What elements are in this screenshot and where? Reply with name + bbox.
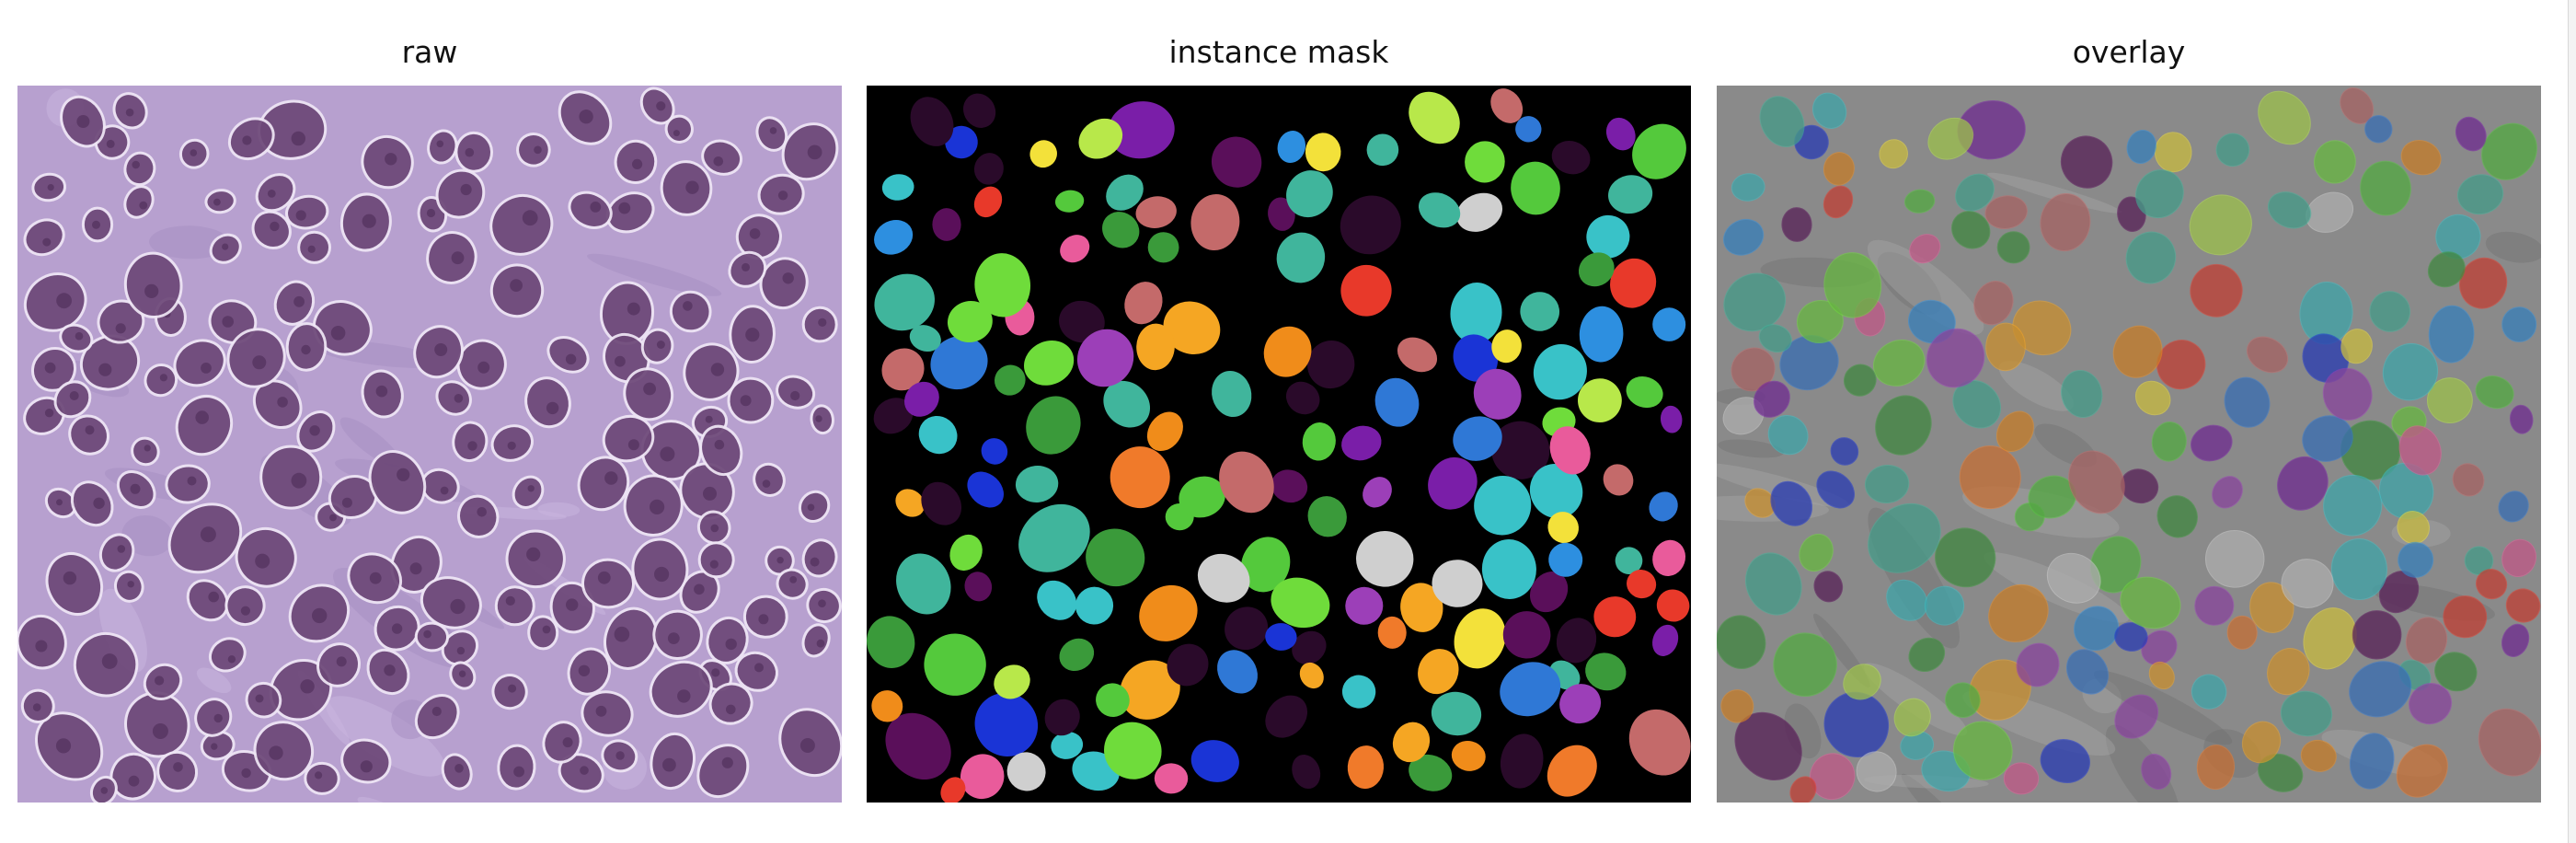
instance-mask-image [867,86,1691,803]
mask-image-canvas [867,86,1691,803]
mask-panel-title: instance mask [1168,34,1389,70]
raw-panel-title: raw [401,34,458,70]
raw-image-canvas [17,86,842,803]
window-scrollbar[interactable] [2568,0,2576,843]
raw-image [17,86,842,803]
overlay-image-canvas [1717,86,2541,803]
overlay-panel: overlay [1717,0,2541,843]
raw-panel: raw [17,0,842,843]
mask-panel: instance mask [867,0,1691,843]
overlay-image [1717,86,2541,803]
overlay-panel-title: overlay [2072,34,2186,70]
